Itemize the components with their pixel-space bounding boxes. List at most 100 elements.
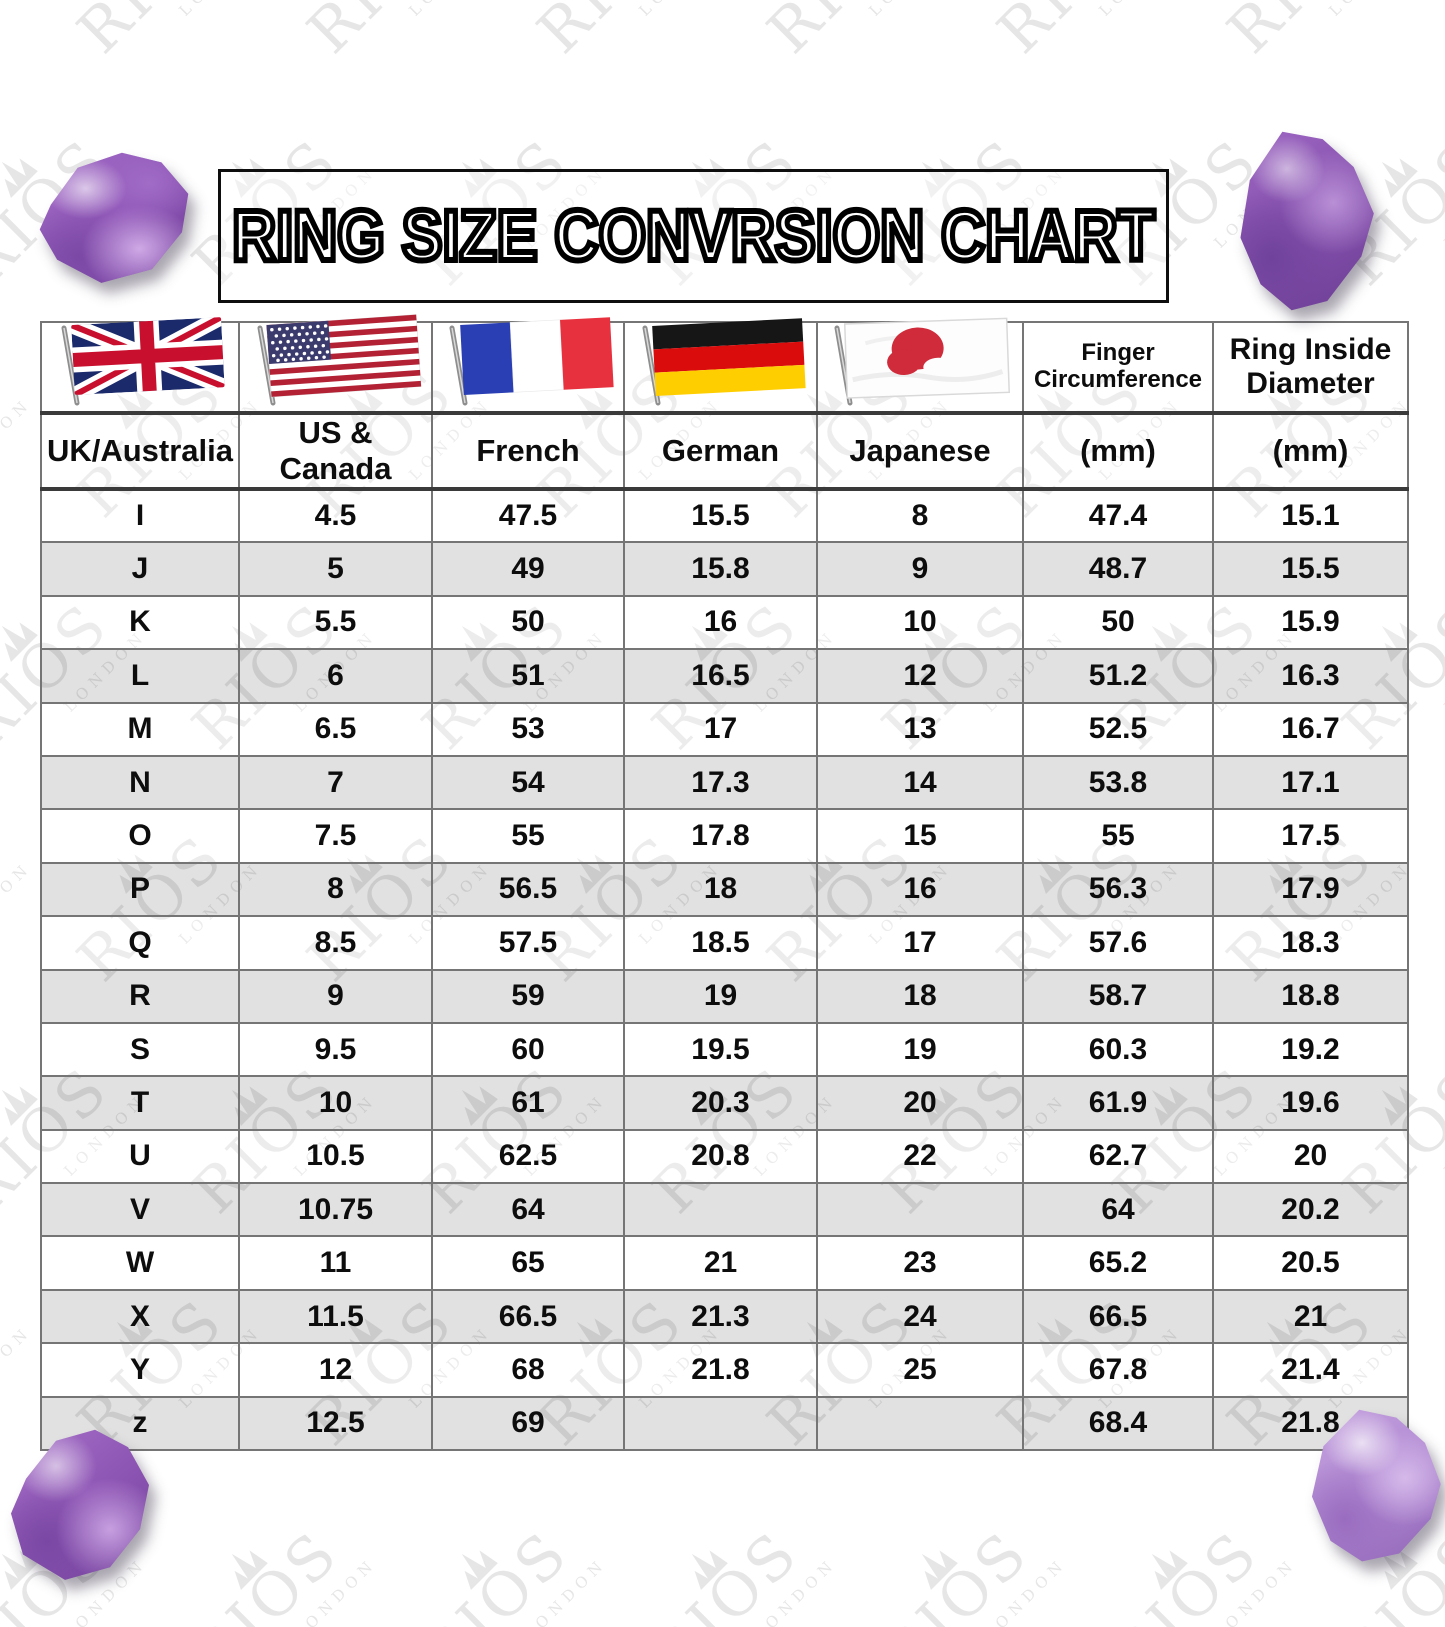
flag-header-row: Finger Circumference Ring Inside Diamete…	[40, 314, 1409, 415]
japan-flag-cell	[816, 317, 1024, 415]
value-cell: 17.8	[623, 808, 818, 864]
value-cell: 10	[816, 594, 1024, 651]
amethyst-crystal-bottom-left	[5, 1425, 155, 1583]
value-cell: 8	[816, 487, 1024, 544]
us-flag-cell	[238, 314, 433, 415]
value-cell: 7.5	[238, 808, 433, 864]
table-body: I 4.5 47.5 15.5 8 47.4 15.1 J 5 49 15.8 9 48.7 15.5 K 5…	[40, 487, 1409, 1452]
watermark-tile	[1081, 1486, 1301, 1627]
watermark-tile	[46, 0, 266, 81]
france-flag-icon	[449, 317, 614, 406]
ring-inside-diameter-header: Ring Inside Diameter	[1212, 321, 1409, 415]
watermark-tile	[736, 0, 956, 81]
value-cell: 56.5	[431, 861, 625, 918]
value-cell: 17.1	[1212, 754, 1409, 811]
value-cell: 7	[238, 754, 433, 811]
uk-size-cell: M	[40, 701, 240, 757]
value-cell: 17.9	[1212, 861, 1409, 918]
column-label-finger-mm: (mm)	[1022, 412, 1214, 491]
value-cell: 21.4	[1212, 1342, 1409, 1398]
uk-size-cell: R	[40, 968, 240, 1024]
value-cell: 12	[238, 1342, 433, 1398]
table-row: z 12.5 69 68.4 21.8	[40, 1395, 1409, 1452]
uk-size-cell: T	[40, 1075, 240, 1131]
value-cell: 21.8	[623, 1342, 818, 1398]
uk-size-cell: U	[40, 1128, 240, 1185]
value-cell: 10	[238, 1075, 433, 1131]
table-row: K 5.5 50 16 10 50 15.9	[40, 594, 1409, 651]
value-cell: 69	[431, 1395, 625, 1452]
value-cell: 20.5	[1212, 1235, 1409, 1291]
table-row: I 4.5 47.5 15.5 8 47.4 15.1	[40, 487, 1409, 544]
value-cell: 15.8	[623, 541, 818, 597]
value-cell: 55	[431, 808, 625, 864]
table-row: Y 12 68 21.8 25 67.8 21.4	[40, 1342, 1409, 1398]
value-cell: 62.7	[1022, 1128, 1214, 1185]
uk-size-cell: V	[40, 1182, 240, 1238]
value-cell: 47.5	[431, 487, 625, 544]
watermark-tile	[1426, 0, 1445, 81]
value-cell: 60.3	[1022, 1021, 1214, 1078]
watermark-tile	[276, 0, 496, 81]
amethyst-crystal-top-right	[1225, 128, 1380, 314]
value-cell: 65.2	[1022, 1235, 1214, 1291]
value-cell: 8.5	[238, 915, 433, 971]
watermark-tile	[506, 0, 726, 81]
value-cell: 17	[816, 915, 1024, 971]
value-cell: 65	[431, 1235, 625, 1291]
watermark-tile	[851, 1486, 1071, 1627]
watermark-tile	[161, 1486, 381, 1627]
germany-flag-cell	[623, 318, 818, 415]
table-row: L 6 51 16.5 12 51.2 16.3	[40, 648, 1409, 704]
value-cell: 50	[1022, 594, 1214, 651]
value-cell: 55	[1022, 808, 1214, 864]
uk-size-cell: K	[40, 594, 240, 651]
watermark-tile	[1426, 790, 1445, 1009]
value-cell: 66.5	[1022, 1288, 1214, 1345]
uk-size-cell: S	[40, 1021, 240, 1078]
value-cell: 11	[238, 1235, 433, 1291]
value-cell: 15.5	[1212, 541, 1409, 597]
value-cell: 64	[1022, 1182, 1214, 1238]
uk-size-cell: L	[40, 648, 240, 704]
uk-size-cell: I	[40, 487, 240, 544]
value-cell: 18.5	[623, 915, 818, 971]
column-label-french: French	[431, 412, 625, 491]
value-cell: 18	[816, 968, 1024, 1024]
page-title: RING SIZE CONVRSION CHART	[230, 194, 1158, 279]
value-cell: 5	[238, 541, 433, 597]
value-cell: 15.9	[1212, 594, 1409, 651]
value-cell: 51.2	[1022, 648, 1214, 704]
value-cell: 49	[431, 541, 625, 597]
table-row: N 7 54 17.3 14 53.8 17.1	[40, 754, 1409, 811]
watermark-tile	[1196, 0, 1416, 81]
value-cell: 14	[816, 754, 1024, 811]
value-cell: 52.5	[1022, 701, 1214, 757]
value-cell: 13	[816, 701, 1024, 757]
watermark-tile	[1426, 326, 1445, 545]
watermark-tile	[0, 326, 36, 545]
value-cell: 21.3	[623, 1288, 818, 1345]
table-row: R 9 59 19 18 58.7 18.8	[40, 968, 1409, 1024]
watermark-tile	[621, 1486, 841, 1627]
uk-size-cell: O	[40, 808, 240, 864]
value-cell: 58.7	[1022, 968, 1214, 1024]
value-cell	[816, 1182, 1024, 1238]
value-cell: 9	[816, 541, 1024, 597]
table-row: J 5 49 15.8 9 48.7 15.5	[40, 541, 1409, 597]
value-cell: 21	[1212, 1288, 1409, 1345]
value-cell: 20.2	[1212, 1182, 1409, 1238]
uk-size-cell: Q	[40, 915, 240, 971]
value-cell: 53.8	[1022, 754, 1214, 811]
value-cell: 64	[431, 1182, 625, 1238]
value-cell: 48.7	[1022, 541, 1214, 597]
value-cell: 53	[431, 701, 625, 757]
ring-inside-diameter-label: Ring Inside Diameter	[1229, 333, 1392, 400]
column-label-row: UK/Australia US & Canada French German J…	[40, 412, 1409, 491]
uk-size-cell: X	[40, 1288, 240, 1345]
table-row: U 10.5 62.5 20.8 22 62.7 20	[40, 1128, 1409, 1185]
value-cell: 18.3	[1212, 915, 1409, 971]
value-cell: 16	[623, 594, 818, 651]
value-cell: 23	[816, 1235, 1024, 1291]
value-cell: 18	[623, 861, 818, 918]
